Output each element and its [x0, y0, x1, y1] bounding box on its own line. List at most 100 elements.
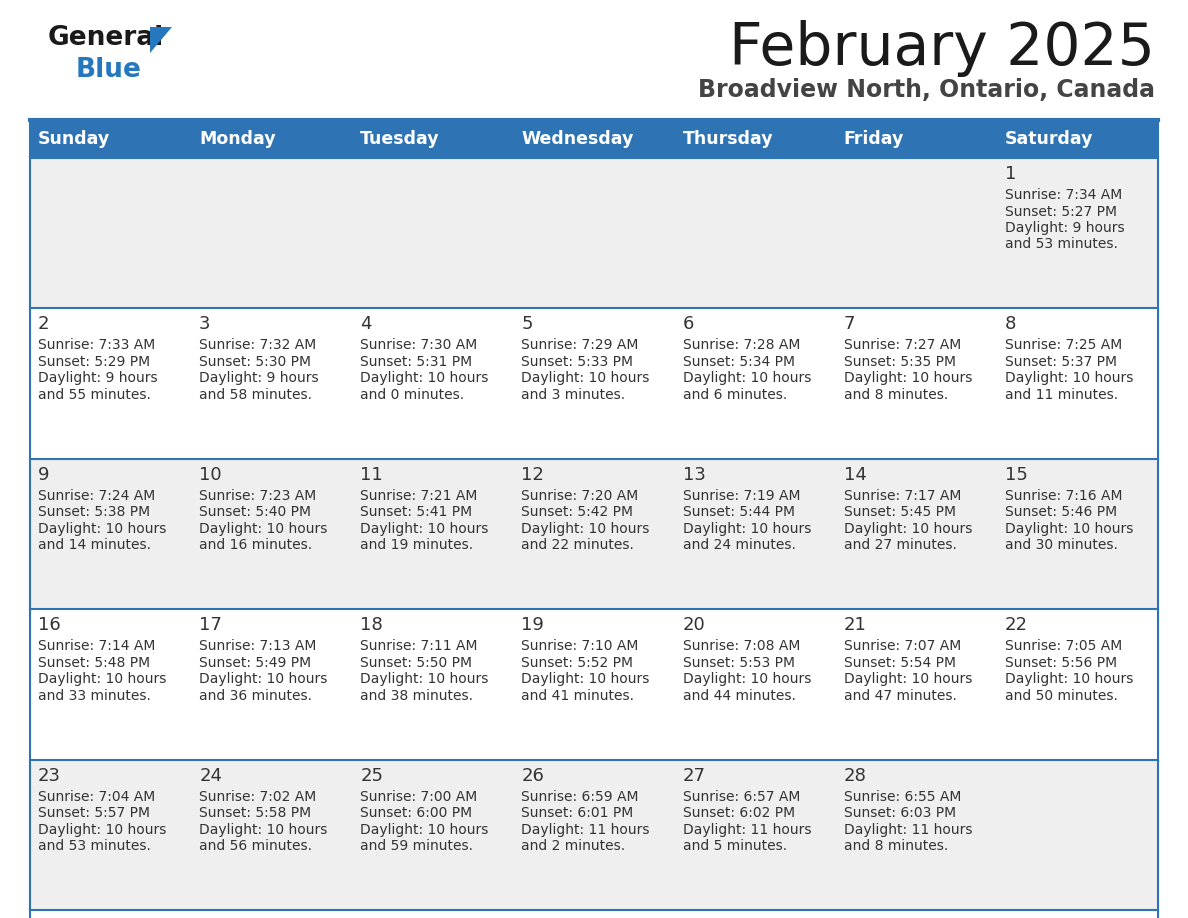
Text: 8: 8: [1005, 316, 1016, 333]
Text: 25: 25: [360, 767, 384, 785]
Text: Sunset: 5:30 PM: Sunset: 5:30 PM: [200, 355, 311, 369]
Text: Sunrise: 7:11 AM: Sunrise: 7:11 AM: [360, 639, 478, 654]
Text: Sunrise: 7:19 AM: Sunrise: 7:19 AM: [683, 488, 800, 503]
Bar: [30, 459, 1158, 610]
Text: Sunset: 5:50 PM: Sunset: 5:50 PM: [360, 655, 473, 670]
Text: and 22 minutes.: and 22 minutes.: [522, 538, 634, 553]
Text: Sunrise: 7:29 AM: Sunrise: 7:29 AM: [522, 339, 639, 353]
Text: Daylight: 10 hours: Daylight: 10 hours: [522, 672, 650, 686]
Text: Thursday: Thursday: [683, 130, 773, 148]
Text: Sunset: 6:02 PM: Sunset: 6:02 PM: [683, 806, 795, 820]
Text: Sunset: 6:03 PM: Sunset: 6:03 PM: [843, 806, 956, 820]
Text: Sunset: 5:48 PM: Sunset: 5:48 PM: [38, 655, 150, 670]
Bar: [30, 120, 1158, 158]
Text: Sunrise: 6:55 AM: Sunrise: 6:55 AM: [843, 789, 961, 803]
Text: Daylight: 10 hours: Daylight: 10 hours: [843, 672, 972, 686]
Text: Sunrise: 7:00 AM: Sunrise: 7:00 AM: [360, 789, 478, 803]
Text: Sunrise: 7:33 AM: Sunrise: 7:33 AM: [38, 339, 156, 353]
Text: Sunset: 5:41 PM: Sunset: 5:41 PM: [360, 505, 473, 520]
Text: 24: 24: [200, 767, 222, 785]
Text: Sunrise: 7:25 AM: Sunrise: 7:25 AM: [1005, 339, 1123, 353]
Text: Daylight: 9 hours: Daylight: 9 hours: [1005, 221, 1125, 235]
Text: 1: 1: [1005, 165, 1016, 183]
Text: Sunrise: 7:21 AM: Sunrise: 7:21 AM: [360, 488, 478, 503]
Text: Daylight: 10 hours: Daylight: 10 hours: [522, 521, 650, 536]
Text: Daylight: 11 hours: Daylight: 11 hours: [843, 823, 972, 836]
Text: and 6 minutes.: and 6 minutes.: [683, 388, 786, 402]
Text: Sunset: 5:31 PM: Sunset: 5:31 PM: [360, 355, 473, 369]
Text: 18: 18: [360, 616, 383, 634]
Text: February 2025: February 2025: [729, 20, 1155, 77]
Text: Sunrise: 7:13 AM: Sunrise: 7:13 AM: [200, 639, 316, 654]
Text: Sunset: 5:29 PM: Sunset: 5:29 PM: [38, 355, 150, 369]
Text: and 59 minutes.: and 59 minutes.: [360, 839, 473, 853]
Text: Sunrise: 7:30 AM: Sunrise: 7:30 AM: [360, 339, 478, 353]
Text: and 33 minutes.: and 33 minutes.: [38, 688, 151, 702]
Text: Sunday: Sunday: [38, 130, 110, 148]
Text: and 53 minutes.: and 53 minutes.: [38, 839, 151, 853]
Text: 13: 13: [683, 465, 706, 484]
Text: Daylight: 10 hours: Daylight: 10 hours: [1005, 372, 1133, 386]
Text: Daylight: 9 hours: Daylight: 9 hours: [200, 372, 318, 386]
Text: Sunrise: 7:20 AM: Sunrise: 7:20 AM: [522, 488, 639, 503]
Text: 4: 4: [360, 316, 372, 333]
Text: 11: 11: [360, 465, 383, 484]
Text: Daylight: 11 hours: Daylight: 11 hours: [683, 823, 811, 836]
Text: Sunset: 5:35 PM: Sunset: 5:35 PM: [843, 355, 955, 369]
Text: Sunrise: 7:05 AM: Sunrise: 7:05 AM: [1005, 639, 1123, 654]
Text: Sunset: 5:54 PM: Sunset: 5:54 PM: [843, 655, 955, 670]
Text: General: General: [48, 25, 164, 51]
Text: Sunset: 5:52 PM: Sunset: 5:52 PM: [522, 655, 633, 670]
Text: Sunrise: 7:24 AM: Sunrise: 7:24 AM: [38, 488, 156, 503]
Text: Sunrise: 7:34 AM: Sunrise: 7:34 AM: [1005, 188, 1123, 202]
Text: Sunset: 5:49 PM: Sunset: 5:49 PM: [200, 655, 311, 670]
Text: Daylight: 10 hours: Daylight: 10 hours: [683, 372, 811, 386]
Text: and 41 minutes.: and 41 minutes.: [522, 688, 634, 702]
Text: 10: 10: [200, 465, 222, 484]
Text: Sunrise: 7:02 AM: Sunrise: 7:02 AM: [200, 789, 316, 803]
Text: Daylight: 10 hours: Daylight: 10 hours: [522, 372, 650, 386]
Text: Sunset: 5:37 PM: Sunset: 5:37 PM: [1005, 355, 1117, 369]
Text: Daylight: 10 hours: Daylight: 10 hours: [683, 672, 811, 686]
Text: and 16 minutes.: and 16 minutes.: [200, 538, 312, 553]
Text: Sunrise: 7:14 AM: Sunrise: 7:14 AM: [38, 639, 156, 654]
Text: Sunset: 5:42 PM: Sunset: 5:42 PM: [522, 505, 633, 520]
Text: Daylight: 10 hours: Daylight: 10 hours: [360, 521, 488, 536]
Text: Sunset: 5:58 PM: Sunset: 5:58 PM: [200, 806, 311, 820]
Text: Sunset: 5:53 PM: Sunset: 5:53 PM: [683, 655, 795, 670]
Text: Sunrise: 7:28 AM: Sunrise: 7:28 AM: [683, 339, 800, 353]
Text: Blue: Blue: [76, 57, 141, 83]
Text: and 36 minutes.: and 36 minutes.: [200, 688, 312, 702]
Text: Sunset: 6:01 PM: Sunset: 6:01 PM: [522, 806, 633, 820]
Text: Sunrise: 7:07 AM: Sunrise: 7:07 AM: [843, 639, 961, 654]
Text: Daylight: 10 hours: Daylight: 10 hours: [360, 672, 488, 686]
Text: Daylight: 10 hours: Daylight: 10 hours: [38, 521, 166, 536]
Text: Sunrise: 7:23 AM: Sunrise: 7:23 AM: [200, 488, 316, 503]
Text: Friday: Friday: [843, 130, 904, 148]
Text: and 11 minutes.: and 11 minutes.: [1005, 388, 1118, 402]
Text: and 56 minutes.: and 56 minutes.: [200, 839, 312, 853]
Text: and 38 minutes.: and 38 minutes.: [360, 688, 473, 702]
Text: and 14 minutes.: and 14 minutes.: [38, 538, 151, 553]
Text: 22: 22: [1005, 616, 1028, 634]
Text: Sunrise: 6:59 AM: Sunrise: 6:59 AM: [522, 789, 639, 803]
Text: Daylight: 9 hours: Daylight: 9 hours: [38, 372, 158, 386]
Text: 7: 7: [843, 316, 855, 333]
Text: and 2 minutes.: and 2 minutes.: [522, 839, 626, 853]
Text: 28: 28: [843, 767, 866, 785]
Text: Sunset: 5:38 PM: Sunset: 5:38 PM: [38, 505, 150, 520]
Text: Daylight: 10 hours: Daylight: 10 hours: [200, 823, 328, 836]
Text: Sunrise: 7:10 AM: Sunrise: 7:10 AM: [522, 639, 639, 654]
Text: Sunset: 5:46 PM: Sunset: 5:46 PM: [1005, 505, 1117, 520]
Text: and 0 minutes.: and 0 minutes.: [360, 388, 465, 402]
Text: Broadview North, Ontario, Canada: Broadview North, Ontario, Canada: [699, 78, 1155, 102]
Text: Sunset: 5:45 PM: Sunset: 5:45 PM: [843, 505, 955, 520]
Text: and 5 minutes.: and 5 minutes.: [683, 839, 786, 853]
Bar: [30, 759, 1158, 910]
Text: 3: 3: [200, 316, 210, 333]
Text: 23: 23: [38, 767, 61, 785]
Text: Sunrise: 7:16 AM: Sunrise: 7:16 AM: [1005, 488, 1123, 503]
Text: 20: 20: [683, 616, 706, 634]
Text: 27: 27: [683, 767, 706, 785]
Text: 12: 12: [522, 465, 544, 484]
